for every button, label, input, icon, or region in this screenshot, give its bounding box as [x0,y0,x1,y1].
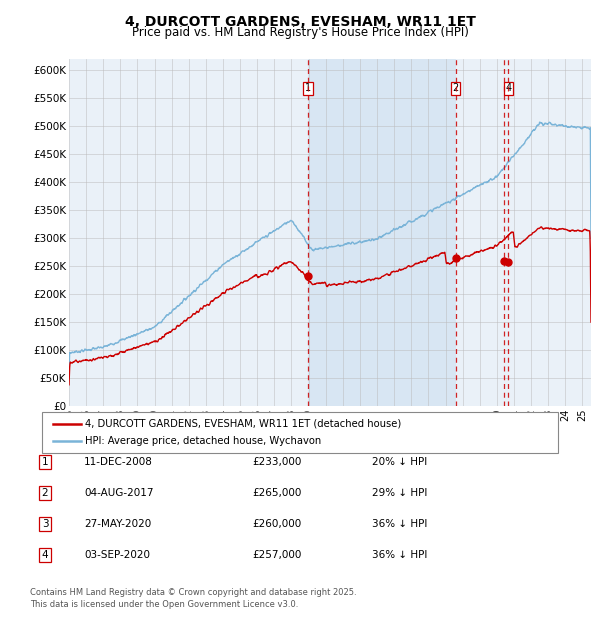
Text: 1: 1 [41,457,49,467]
Bar [308,59,455,406]
Text: £233,000: £233,000 [252,457,301,467]
Text: 20% ↓ HPI: 20% ↓ HPI [372,457,427,467]
Text: 3: 3 [41,519,49,529]
Text: £257,000: £257,000 [252,550,301,560]
Text: 2: 2 [452,84,459,94]
Text: 4, DURCOTT GARDENS, EVESHAM, WR11 1ET: 4, DURCOTT GARDENS, EVESHAM, WR11 1ET [125,15,475,29]
Text: 27-MAY-2020: 27-MAY-2020 [84,519,151,529]
Text: HPI: Average price, detached house, Wychavon: HPI: Average price, detached house, Wych… [85,436,322,446]
Text: Price paid vs. HM Land Registry's House Price Index (HPI): Price paid vs. HM Land Registry's House … [131,26,469,38]
Text: Contains HM Land Registry data © Crown copyright and database right 2025.
This d: Contains HM Land Registry data © Crown c… [30,588,356,609]
Text: 04-AUG-2017: 04-AUG-2017 [84,488,154,498]
Text: 36% ↓ HPI: 36% ↓ HPI [372,550,427,560]
Text: 11-DEC-2008: 11-DEC-2008 [84,457,153,467]
Text: £260,000: £260,000 [252,519,301,529]
Text: 4: 4 [41,550,49,560]
Text: 29% ↓ HPI: 29% ↓ HPI [372,488,427,498]
Text: 1: 1 [305,84,311,94]
Text: 03-SEP-2020: 03-SEP-2020 [84,550,150,560]
Text: 36% ↓ HPI: 36% ↓ HPI [372,519,427,529]
Text: £265,000: £265,000 [252,488,301,498]
Text: 4: 4 [505,84,511,94]
Text: 4, DURCOTT GARDENS, EVESHAM, WR11 1ET (detached house): 4, DURCOTT GARDENS, EVESHAM, WR11 1ET (d… [85,418,401,428]
Text: 2: 2 [41,488,49,498]
